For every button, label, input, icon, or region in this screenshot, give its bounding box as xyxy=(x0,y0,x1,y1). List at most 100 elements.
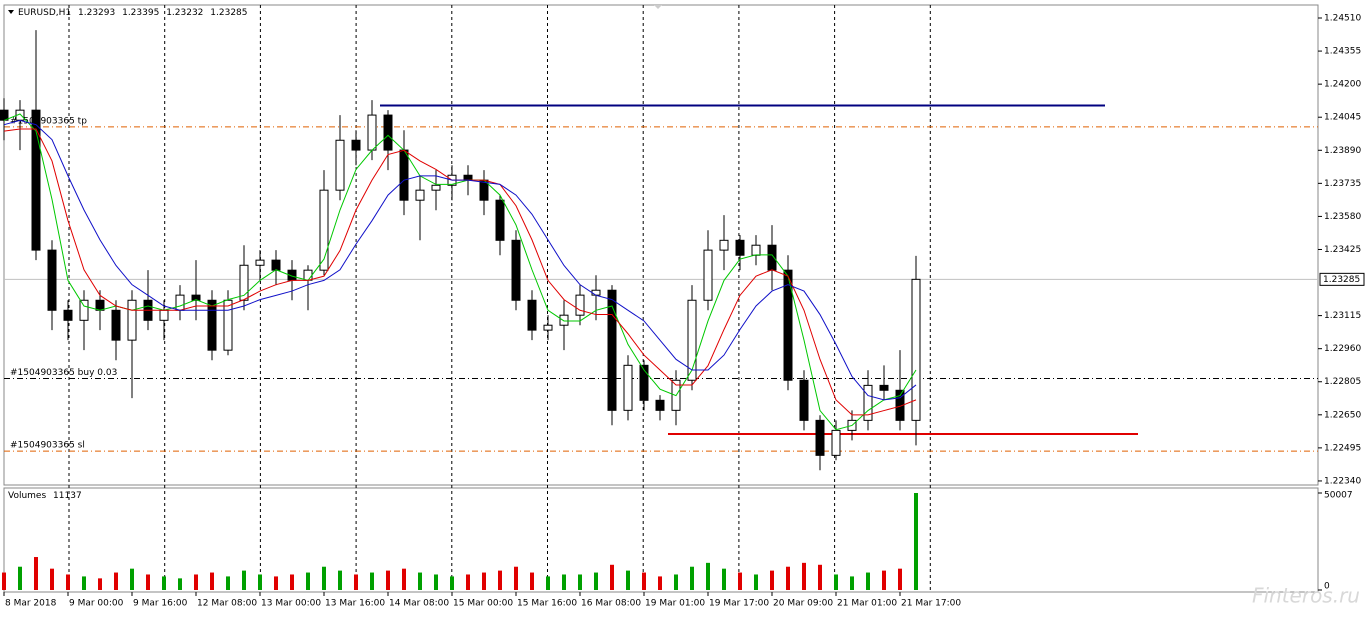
candle-body xyxy=(223,299,233,351)
symbol: EURUSD,H1 xyxy=(18,8,71,18)
candle-body xyxy=(719,239,729,251)
candle-body xyxy=(879,384,889,391)
candle-body xyxy=(527,299,537,331)
current-price-box xyxy=(1319,272,1365,286)
candle-body xyxy=(79,299,89,321)
volume-title: Volumes xyxy=(8,491,46,501)
x-tick-label: 9 Mar 00:00 xyxy=(69,599,124,609)
y-tick-label: 1.22650 xyxy=(1324,410,1361,420)
volume-tick-label: 50007 xyxy=(1324,491,1353,501)
x-tick-label: 20 Mar 09:00 xyxy=(773,599,833,609)
candle-body xyxy=(127,299,137,341)
x-tick-label: 13 Mar 00:00 xyxy=(261,599,321,609)
x-tick-label: 8 Mar 2018 xyxy=(5,599,57,609)
volume-header: Volumes 11137 xyxy=(8,491,82,501)
candle-body xyxy=(383,114,393,151)
moving-average xyxy=(3,119,917,401)
collapse-icon xyxy=(8,10,14,14)
x-tick-label: 16 Mar 08:00 xyxy=(581,599,641,609)
candle-body xyxy=(415,189,425,201)
candle-body xyxy=(735,239,745,256)
candle-body xyxy=(815,419,825,456)
candle-body xyxy=(63,309,73,321)
shift-marker xyxy=(654,5,662,9)
candle-body xyxy=(895,389,905,421)
y-tick-label: 1.23115 xyxy=(1324,311,1361,321)
candle-body xyxy=(255,259,265,266)
order-label: #1504903365 sl xyxy=(10,441,85,451)
order-label: #1504903365 buy 0.03 xyxy=(10,368,117,378)
header-close: 1.23285 xyxy=(210,8,247,18)
x-tick-label: 15 Mar 16:00 xyxy=(517,599,577,609)
x-tick-label: 19 Mar 01:00 xyxy=(645,599,705,609)
candle-body xyxy=(319,189,329,271)
y-tick-label: 1.24510 xyxy=(1324,14,1361,24)
candle-body xyxy=(95,299,105,311)
x-tick-label: 19 Mar 17:00 xyxy=(709,599,769,609)
x-tick-label: 15 Mar 00:00 xyxy=(453,599,513,609)
candle-body xyxy=(751,244,761,256)
candle-body xyxy=(703,249,713,301)
y-tick-label: 1.24355 xyxy=(1324,47,1361,57)
candle-body xyxy=(607,289,617,411)
candle-body xyxy=(575,294,585,316)
candle-body xyxy=(239,264,249,301)
candle-body xyxy=(511,239,521,301)
candle-body xyxy=(687,299,697,381)
candle-body xyxy=(351,139,361,151)
candle-body xyxy=(191,294,201,301)
y-tick-label: 1.24200 xyxy=(1324,80,1361,90)
candle-body xyxy=(303,269,313,281)
candle-body xyxy=(335,139,345,191)
volume-tick-label: 0 xyxy=(1324,582,1330,592)
candle-body xyxy=(591,289,601,296)
candle-body xyxy=(623,364,633,411)
candle-body xyxy=(271,259,281,271)
x-tick-label: 21 Mar 17:00 xyxy=(901,599,961,609)
candle-body xyxy=(783,269,793,381)
candle-body xyxy=(159,309,169,321)
candle-body xyxy=(0,109,9,121)
candle-body xyxy=(495,199,505,241)
candle-body xyxy=(111,309,121,341)
candle-body xyxy=(863,384,873,421)
candle-body xyxy=(31,109,41,251)
candle-body xyxy=(799,379,809,421)
candle-body xyxy=(367,114,377,151)
watermark: Finteros.ru xyxy=(1252,584,1360,608)
x-tick-label: 9 Mar 16:00 xyxy=(133,599,188,609)
candle-body xyxy=(175,294,185,311)
candle-body xyxy=(831,429,841,456)
y-tick-label: 1.22340 xyxy=(1324,476,1361,486)
header-low: 1.23232 xyxy=(166,8,203,18)
x-tick-label: 13 Mar 16:00 xyxy=(325,599,385,609)
x-tick-label: 21 Mar 01:00 xyxy=(837,599,897,609)
candle-body xyxy=(207,299,217,351)
y-tick-label: 1.23890 xyxy=(1324,146,1361,156)
candle-body xyxy=(655,399,665,411)
volume-pane xyxy=(3,487,1319,593)
moving-average xyxy=(3,128,917,416)
candle-body xyxy=(911,278,921,421)
x-tick-label: 12 Mar 08:00 xyxy=(197,599,257,609)
volume-last: 11137 xyxy=(53,491,82,501)
candle-body xyxy=(543,324,553,331)
chart-header: EURUSD,H1 1.23293 1.23395 1.23232 1.2328… xyxy=(18,8,248,18)
candle-body xyxy=(463,174,473,181)
header-open: 1.23293 xyxy=(78,8,115,18)
header-high: 1.23395 xyxy=(122,8,159,18)
y-tick-label: 1.23425 xyxy=(1324,245,1361,255)
y-tick-label: 1.24045 xyxy=(1324,113,1361,123)
candle-body xyxy=(431,184,441,191)
order-label: #1504903365 tp xyxy=(10,116,87,126)
moving-average xyxy=(3,113,917,431)
y-tick-label: 1.22805 xyxy=(1324,377,1361,387)
candle-body xyxy=(767,244,777,271)
candle-body xyxy=(559,314,569,326)
current-price-label: 1.23285 xyxy=(1323,275,1360,285)
y-tick-label: 1.22960 xyxy=(1324,344,1361,354)
y-tick-label: 1.23735 xyxy=(1324,179,1361,189)
candle-body xyxy=(47,249,57,311)
